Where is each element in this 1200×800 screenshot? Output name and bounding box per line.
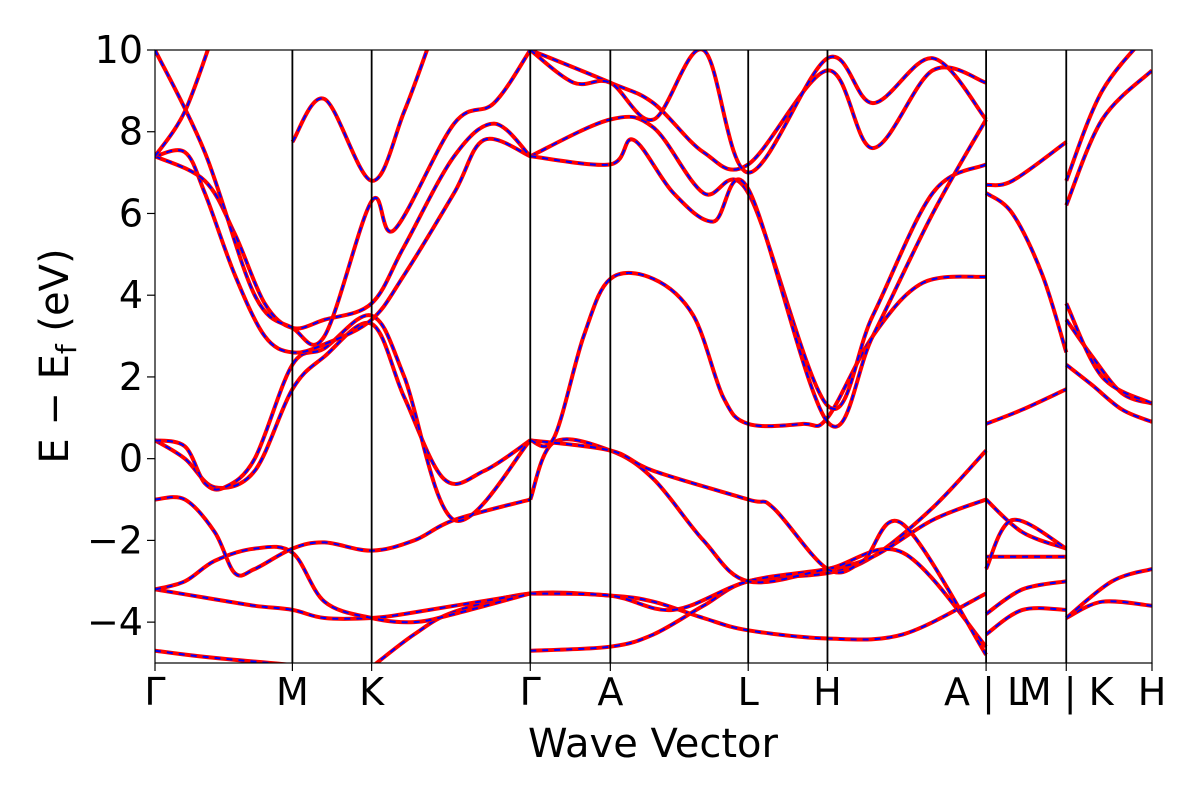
band-dash-8-1 [155,122,532,330]
band-dash-6-4 [1065,319,1152,405]
band-dash-9-2 [529,50,987,171]
x-tick-label: H [813,670,842,714]
band-dash-7-4 [1065,302,1152,405]
band-dash-5-4 [1065,363,1152,423]
band-dash-4-3 [985,498,1067,550]
bands-layer [155,50,1152,663]
band-dash-9-1 [155,50,532,346]
band-dash-1-4 [1065,600,1152,619]
plot-frame [154,49,1153,664]
x-tick-label: K [359,670,385,714]
band-dash-5-3 [985,518,1067,570]
band-dash-8-2 [530,119,987,428]
band-dash-1-2 [375,591,987,663]
x-tick-label: M | K [1019,670,1115,715]
y-axis-title-unit: (eV) [32,248,78,344]
y-axis-title-subscript: f [50,343,83,354]
band-line-1-3 [984,579,1067,616]
band-dash-3-2 [530,498,987,612]
x-tick-label: A | L [944,670,1028,715]
kpoint-lines [291,50,1068,663]
band-dash-10-1 [155,50,209,157]
band-dash-2-2 [530,449,987,652]
x-axis-title: Wave Vector [528,721,779,767]
band-dash-8-3 [985,141,1067,187]
band-dash-8-4 [1065,69,1152,206]
y-tick-label: 4 [119,273,143,317]
band-dash-5-2 [530,439,987,656]
band-dash-9-3 [1065,50,1135,182]
y-axis: −4 −2 0 2 4 6 8 10 [87,28,155,644]
band-dash-10-3 [529,50,987,174]
y-tick-label: 10 [95,28,143,72]
band-dash-2-4 [1065,568,1152,619]
band-dash-3-1 [155,545,531,624]
y-axis-title-main: E − E [32,354,78,464]
y-tick-label: 0 [119,437,143,481]
band-dash-2-3 [985,607,1067,636]
x-tick-label: A [597,670,623,714]
x-tick-label: Γ [144,670,165,714]
x-tick-label: Γ [520,670,541,714]
y-tick-label: −4 [87,600,143,644]
x-tick-label: M [276,670,309,714]
band-dash-6-3 [985,388,1067,425]
band-dash-7-3 [985,192,1068,353]
band-dash-2-1 [155,588,531,620]
y-tick-label: 6 [119,191,143,235]
band-dash-7-2 [529,115,987,410]
x-axis: Γ M K Γ A L H A | LM | K H [144,663,1166,715]
x-tick-label: L [738,670,759,714]
band-dash-7-1 [155,137,531,354]
band-dash-1-1 [155,649,282,663]
y-tick-label: −2 [87,518,143,562]
band-dash-4-2 [529,438,987,648]
y-tick-label: 8 [119,110,143,154]
y-tick-label: 2 [119,355,143,399]
x-tick-label: H [1138,670,1167,714]
y-axis-title: E − Ef (eV) [32,248,83,463]
